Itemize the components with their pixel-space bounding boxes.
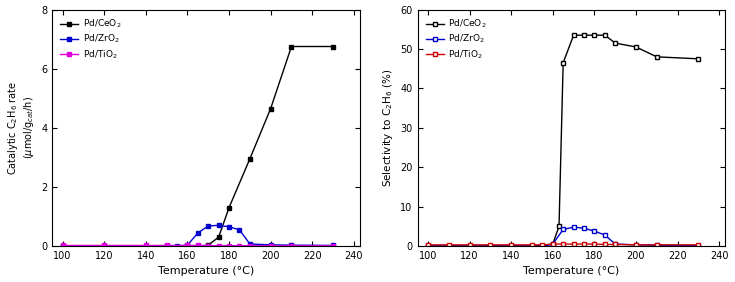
Y-axis label: Catalytic C$_{2}$H$_{6}$ rate
($\mu$mol/g$_{cat}$/h): Catalytic C$_{2}$H$_{6}$ rate ($\mu$mol/… (6, 81, 35, 175)
Y-axis label: Selectivity to C$_{2}$H$_{6}$ (%): Selectivity to C$_{2}$H$_{6}$ (%) (381, 69, 395, 187)
Legend: Pd/CeO$_2$, Pd/ZrO$_2$, Pd/TiO$_2$: Pd/CeO$_2$, Pd/ZrO$_2$, Pd/TiO$_2$ (57, 14, 125, 64)
X-axis label: Temperature (°C): Temperature (°C) (158, 266, 254, 276)
Legend: Pd/CeO$_2$, Pd/ZrO$_2$, Pd/TiO$_2$: Pd/CeO$_2$, Pd/ZrO$_2$, Pd/TiO$_2$ (422, 14, 490, 64)
X-axis label: Temperature (°C): Temperature (°C) (523, 266, 620, 276)
